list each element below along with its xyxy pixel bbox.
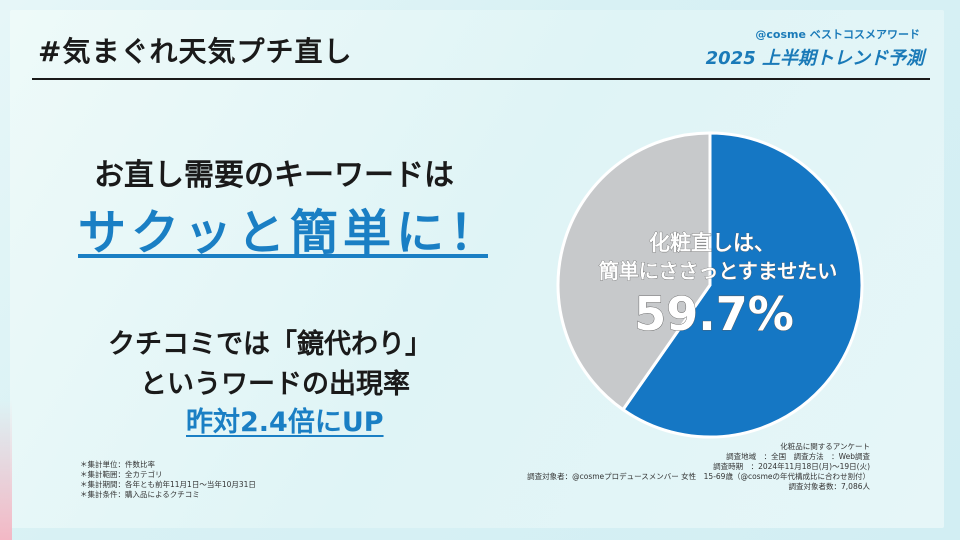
- survey-line: 化粧品に関するアンケート: [780, 442, 870, 451]
- kuchikomi-line-2: というワードの出現率: [140, 369, 410, 400]
- pie-slices: [556, 131, 864, 439]
- pie-annotation-line-2: 簡単にささっとすませたい: [599, 259, 837, 283]
- header-divider: [32, 78, 930, 80]
- pie-slice-remainder: [556, 131, 712, 412]
- pie-value-label: 59.7%: [634, 287, 794, 341]
- footnotes: ＊集計単位：件数比率 ＊集計範囲：全カテゴリ ＊集計期間：各年とも前年11月1日…: [80, 460, 256, 500]
- kuchikomi-line-1: クチコミでは「鏡代わり」: [108, 329, 432, 360]
- brand-subtitle: 2025 上半期トレンド予測: [705, 48, 924, 69]
- footnote: ＊集計単位：件数比率: [80, 460, 155, 469]
- survey-line: 調査地域 ：全国 調査方法 ：Web調査: [726, 452, 870, 461]
- survey-line: 調査対象者数：7,086人: [788, 482, 870, 491]
- headline-underline: [78, 254, 488, 258]
- headline-lead: お直し需要のキーワードは: [94, 158, 454, 193]
- footnote: ＊集計範囲：全カテゴリ: [80, 470, 163, 479]
- survey-info: 化粧品に関するアンケート 調査地域 ：全国 調査方法 ：Web調査 調査時期 ：…: [527, 442, 870, 492]
- survey-line: 調査時期 ：2024年11月18日(月)〜19日(火): [713, 462, 870, 471]
- kuchikomi-growth: 昨対2.4倍にUP: [186, 407, 384, 438]
- footnote: ＊集計期間：各年とも前年11月1日〜当年10月31日: [80, 480, 256, 489]
- pie-slice-majority: [620, 131, 864, 439]
- headline-keyword: サクッと簡単に！: [78, 205, 503, 261]
- footnote: ＊集計条件：購入品によるクチコミ: [80, 490, 200, 499]
- pie-annotation-line-1: 化粧直しは、: [649, 231, 775, 255]
- survey-line: 調査対象者：@cosmeプロデュースメンバー 女性 15-69歳（@cosmeの…: [527, 472, 870, 481]
- brand-name: @cosme ベストコスメアワード: [755, 28, 920, 41]
- pink-accent-strip: [0, 400, 12, 540]
- hashtag-title: #気まぐれ天気プチ直し: [38, 35, 353, 68]
